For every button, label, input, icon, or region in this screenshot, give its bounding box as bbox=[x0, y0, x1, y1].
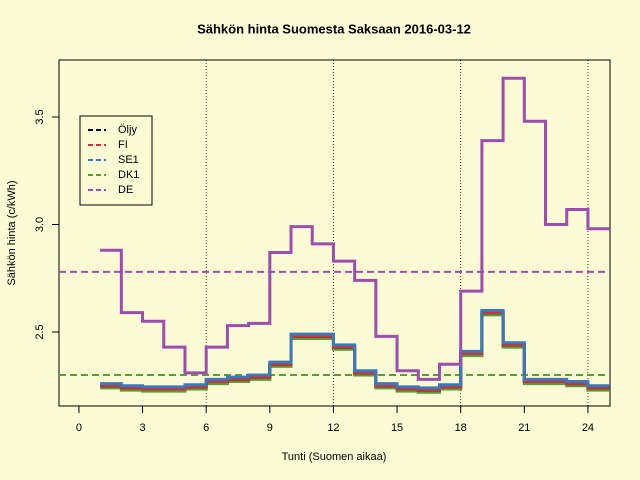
legend-label: DE bbox=[118, 184, 133, 196]
legend-label: SE1 bbox=[118, 154, 139, 166]
x-tick-label: 21 bbox=[518, 422, 530, 434]
x-tick-label: 6 bbox=[203, 422, 209, 434]
plot-frame bbox=[58, 59, 611, 407]
series-line bbox=[100, 313, 610, 394]
legend-label: FI bbox=[118, 139, 128, 151]
legend-label: DK1 bbox=[118, 169, 139, 181]
series-line bbox=[100, 76, 610, 381]
chart-title: Sähkön hinta Suomesta Saksaan 2016-03-12 bbox=[197, 21, 471, 36]
legend-label: Öljy bbox=[118, 124, 137, 136]
y-axis-label: Sähkön hinta (c/kWh) bbox=[6, 180, 18, 285]
y-tick-label: 3.5 bbox=[34, 109, 46, 124]
x-tick-label: 12 bbox=[327, 422, 339, 434]
y-tick-label: 3.0 bbox=[34, 217, 46, 232]
x-tick-label: 9 bbox=[267, 422, 273, 434]
x-tick-label: 0 bbox=[76, 422, 82, 434]
x-tick-label: 15 bbox=[391, 422, 403, 434]
series-line bbox=[100, 311, 610, 392]
x-axis-label: Tunti (Suomen aikaa) bbox=[282, 451, 387, 463]
x-tick-label: 24 bbox=[582, 422, 594, 434]
x-tick-label: 3 bbox=[139, 422, 145, 434]
y-tick-label: 2.5 bbox=[34, 324, 46, 339]
series-line bbox=[100, 309, 610, 390]
x-tick-label: 18 bbox=[455, 422, 467, 434]
